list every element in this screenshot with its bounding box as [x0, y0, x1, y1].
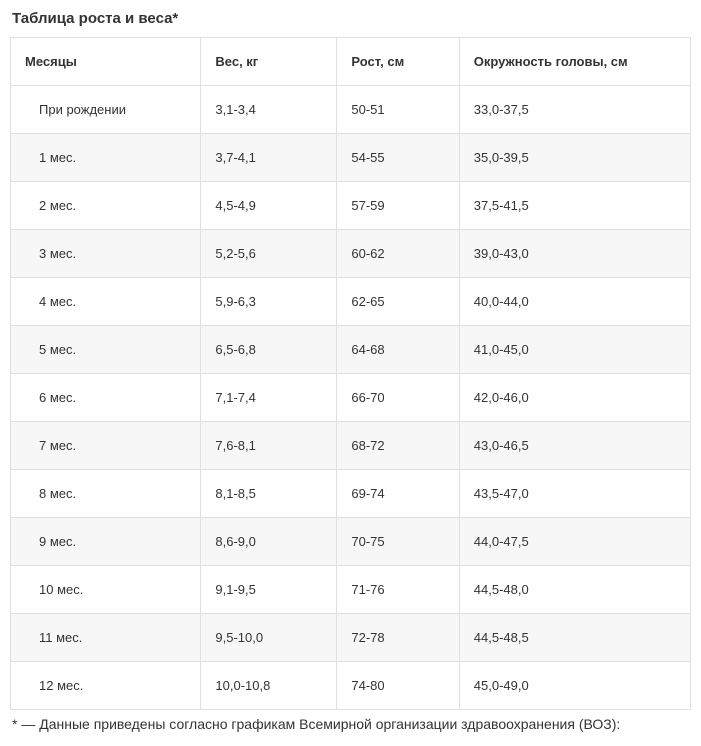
table-cell: 54-55 [337, 134, 459, 182]
table-cell: 11 мес. [11, 614, 201, 662]
table-cell: 71-76 [337, 566, 459, 614]
table-cell: 7,6-8,1 [201, 422, 337, 470]
table-cell: 7 мес. [11, 422, 201, 470]
table-row: 2 мес.4,5-4,957-5937,5-41,5 [11, 182, 691, 230]
table-cell: 8,1-8,5 [201, 470, 337, 518]
table-cell: 12 мес. [11, 662, 201, 710]
table-cell: 3 мес. [11, 230, 201, 278]
table-row: 5 мес.6,5-6,864-6841,0-45,0 [11, 326, 691, 374]
footnote-text: * — Данные приведены согласно графикам В… [10, 714, 691, 735]
table-cell: 9 мес. [11, 518, 201, 566]
table-cell: 42,0-46,0 [459, 374, 690, 422]
table-cell: 35,0-39,5 [459, 134, 690, 182]
table-row: 4 мес.5,9-6,362-6540,0-44,0 [11, 278, 691, 326]
table-cell: 39,0-43,0 [459, 230, 690, 278]
col-header-weight: Вес, кг [201, 38, 337, 86]
table-cell: 9,5-10,0 [201, 614, 337, 662]
table-cell: 66-70 [337, 374, 459, 422]
table-cell: 43,5-47,0 [459, 470, 690, 518]
table-cell: 44,0-47,5 [459, 518, 690, 566]
table-row: 6 мес.7,1-7,466-7042,0-46,0 [11, 374, 691, 422]
table-cell: 43,0-46,5 [459, 422, 690, 470]
table-cell: 68-72 [337, 422, 459, 470]
table-cell: 3,7-4,1 [201, 134, 337, 182]
table-cell: 10,0-10,8 [201, 662, 337, 710]
table-cell: 8,6-9,0 [201, 518, 337, 566]
table-cell: 64-68 [337, 326, 459, 374]
table-cell: 1 мес. [11, 134, 201, 182]
page-title: Таблица роста и веса* [10, 10, 691, 27]
table-row: 8 мес.8,1-8,569-7443,5-47,0 [11, 470, 691, 518]
table-cell: 62-65 [337, 278, 459, 326]
table-cell: 6,5-6,8 [201, 326, 337, 374]
table-cell: 45,0-49,0 [459, 662, 690, 710]
table-cell: 5,9-6,3 [201, 278, 337, 326]
table-cell: 10 мес. [11, 566, 201, 614]
growth-table: Месяцы Вес, кг Рост, см Окружность голов… [10, 37, 691, 710]
table-row: 11 мес.9,5-10,072-7844,5-48,5 [11, 614, 691, 662]
table-cell: 74-80 [337, 662, 459, 710]
table-body: При рождении3,1-3,450-5133,0-37,51 мес.3… [11, 86, 691, 710]
table-row: 10 мес.9,1-9,571-7644,5-48,0 [11, 566, 691, 614]
col-header-months: Месяцы [11, 38, 201, 86]
table-cell: 72-78 [337, 614, 459, 662]
table-cell: 2 мес. [11, 182, 201, 230]
table-cell: 5 мес. [11, 326, 201, 374]
table-cell: 6 мес. [11, 374, 201, 422]
table-cell: 33,0-37,5 [459, 86, 690, 134]
col-header-head: Окружность головы, см [459, 38, 690, 86]
table-cell: 70-75 [337, 518, 459, 566]
table-cell: 57-59 [337, 182, 459, 230]
table-cell: 44,5-48,5 [459, 614, 690, 662]
table-cell: 60-62 [337, 230, 459, 278]
table-cell: 4,5-4,9 [201, 182, 337, 230]
table-row: 7 мес.7,6-8,168-7243,0-46,5 [11, 422, 691, 470]
table-row: 12 мес.10,0-10,874-8045,0-49,0 [11, 662, 691, 710]
table-cell: 40,0-44,0 [459, 278, 690, 326]
table-row: При рождении3,1-3,450-5133,0-37,5 [11, 86, 691, 134]
table-cell: 9,1-9,5 [201, 566, 337, 614]
table-cell: При рождении [11, 86, 201, 134]
table-row: 9 мес.8,6-9,070-7544,0-47,5 [11, 518, 691, 566]
col-header-height: Рост, см [337, 38, 459, 86]
table-cell: 69-74 [337, 470, 459, 518]
table-cell: 7,1-7,4 [201, 374, 337, 422]
table-row: 1 мес.3,7-4,154-5535,0-39,5 [11, 134, 691, 182]
table-header-row: Месяцы Вес, кг Рост, см Окружность голов… [11, 38, 691, 86]
table-cell: 8 мес. [11, 470, 201, 518]
table-cell: 44,5-48,0 [459, 566, 690, 614]
table-cell: 37,5-41,5 [459, 182, 690, 230]
table-cell: 4 мес. [11, 278, 201, 326]
table-cell: 5,2-5,6 [201, 230, 337, 278]
table-cell: 3,1-3,4 [201, 86, 337, 134]
table-row: 3 мес.5,2-5,660-6239,0-43,0 [11, 230, 691, 278]
table-cell: 41,0-45,0 [459, 326, 690, 374]
table-cell: 50-51 [337, 86, 459, 134]
